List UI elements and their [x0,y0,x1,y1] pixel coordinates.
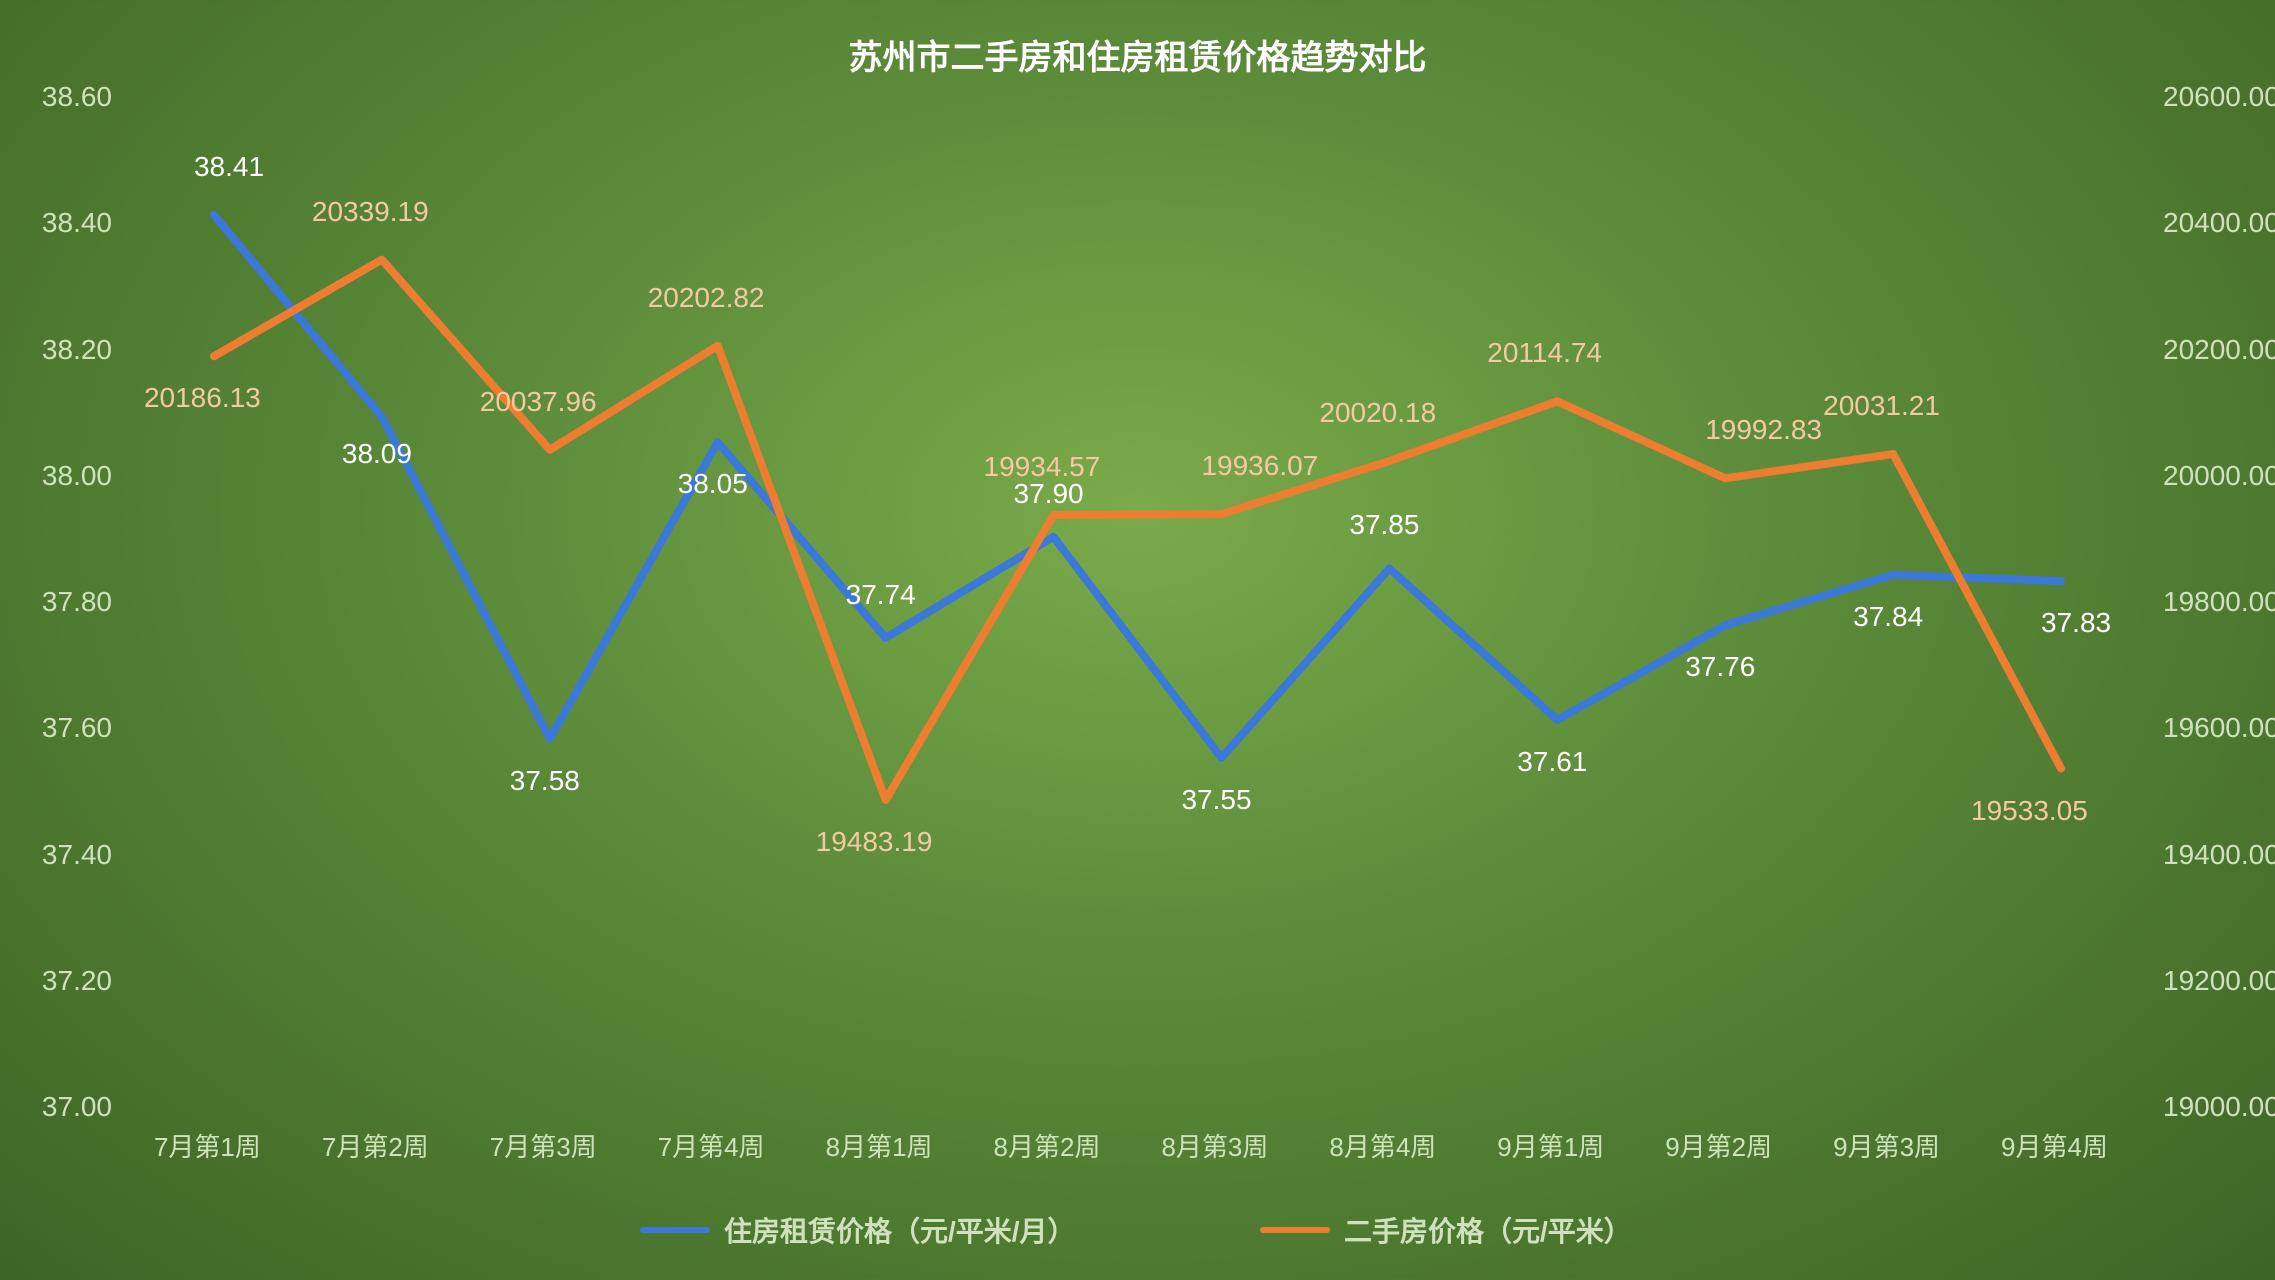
dual-axis-line-chart: 苏州市二手房和住房租赁价格趋势对比 38.6038.4038.2038.0037… [0,0,2275,1280]
data-label-secondhand: 19533.05 [1971,795,2088,827]
right-axis-tick: 19800.00 [2163,586,2275,618]
series-line-rental [214,215,2061,758]
left-axis-tick: 38.00 [42,460,112,492]
legend-label-rental: 住房租赁价格（元/平米/月） [724,1210,1076,1250]
right-axis-tick: 19600.00 [2163,712,2275,744]
x-axis-tick: 8月第4周 [1329,1127,1436,1164]
left-axis-tick: 38.40 [42,207,112,239]
data-label-secondhand: 20031.21 [1823,390,1940,422]
series-line-secondhand [214,260,2061,800]
x-axis-tick: 7月第4周 [658,1127,765,1164]
x-axis-tick: 7月第2周 [322,1127,429,1164]
x-axis-tick: 8月第1周 [826,1127,933,1164]
x-axis-tick: 8月第2周 [994,1127,1101,1164]
data-label-rental: 37.84 [1853,601,1923,633]
data-label-rental: 37.85 [1349,509,1419,541]
left-axis-tick: 38.60 [42,81,112,113]
data-label-rental: 37.76 [1685,651,1755,683]
x-axis-tick: 9月第4周 [2001,1127,2108,1164]
x-axis-tick: 7月第1周 [154,1127,261,1164]
data-label-secondhand: 19992.83 [1705,414,1822,446]
right-axis-tick: 20600.00 [2163,81,2275,113]
plot-svg [0,0,2275,1280]
left-axis-tick: 37.00 [42,1091,112,1123]
x-axis-tick: 7月第3周 [490,1127,597,1164]
legend-swatch-rental [640,1227,710,1233]
data-label-secondhand: 20339.19 [312,196,429,228]
x-axis-tick: 8月第3周 [1161,1127,1268,1164]
legend-item-secondhand: 二手房价格（元/平米） [1260,1210,1632,1250]
left-axis-tick: 37.20 [42,965,112,997]
x-axis-tick: 9月第1周 [1497,1127,1604,1164]
data-label-rental: 37.83 [2041,607,2111,639]
right-axis-tick: 20400.00 [2163,207,2275,239]
data-label-secondhand: 19936.07 [1201,450,1318,482]
right-axis-tick: 20200.00 [2163,334,2275,366]
left-axis-tick: 37.40 [42,839,112,871]
data-label-rental: 37.74 [846,579,916,611]
data-label-secondhand: 19483.19 [816,826,933,858]
left-axis-tick: 37.80 [42,586,112,618]
right-axis-tick: 19000.00 [2163,1091,2275,1123]
data-label-secondhand: 20186.13 [144,382,261,414]
data-label-rental: 38.05 [678,468,748,500]
data-label-rental: 38.41 [194,151,264,183]
x-axis-tick: 9月第2周 [1665,1127,1772,1164]
x-axis-tick: 9月第3周 [1833,1127,1940,1164]
data-label-secondhand: 20202.82 [648,282,765,314]
data-label-rental: 37.55 [1181,784,1251,816]
data-label-rental: 37.58 [510,765,580,797]
legend-swatch-secondhand [1260,1227,1330,1233]
data-label-rental: 38.09 [342,438,412,470]
data-label-secondhand: 20020.18 [1319,397,1436,429]
data-label-secondhand: 20114.74 [1487,337,1602,369]
data-label-secondhand: 20037.96 [480,386,597,418]
right-axis-tick: 20000.00 [2163,460,2275,492]
legend-label-secondhand: 二手房价格（元/平米） [1344,1210,1632,1250]
data-label-secondhand: 19934.57 [984,451,1101,483]
left-axis-tick: 38.20 [42,334,112,366]
left-axis-tick: 37.60 [42,712,112,744]
data-label-rental: 37.61 [1517,746,1587,778]
right-axis-tick: 19200.00 [2163,965,2275,997]
legend-item-rental: 住房租赁价格（元/平米/月） [640,1210,1076,1250]
right-axis-tick: 19400.00 [2163,839,2275,871]
